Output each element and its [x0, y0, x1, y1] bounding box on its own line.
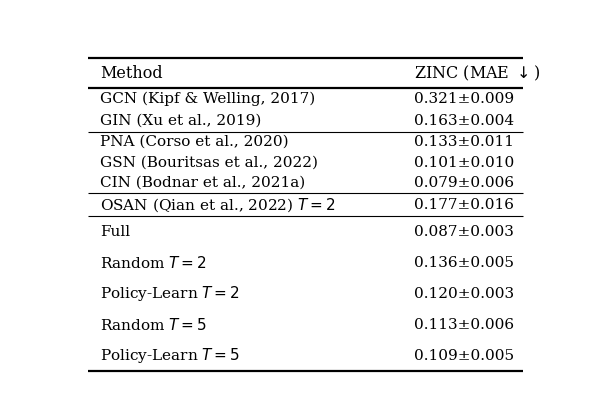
- Text: 0.087±0.003: 0.087±0.003: [414, 225, 514, 239]
- Text: GCN (Kipf & Welling, 2017): GCN (Kipf & Welling, 2017): [100, 92, 315, 106]
- Text: OSAN (Qian et al., 2022) $T = 2$: OSAN (Qian et al., 2022) $T = 2$: [100, 196, 336, 213]
- Text: Policy-Learn $T = 5$: Policy-Learn $T = 5$: [100, 346, 240, 365]
- Text: 0.101±0.010: 0.101±0.010: [414, 156, 514, 170]
- Text: CIN (Bodnar et al., 2021a): CIN (Bodnar et al., 2021a): [100, 176, 305, 190]
- Text: 0.109±0.005: 0.109±0.005: [414, 349, 514, 363]
- Text: Full: Full: [100, 225, 130, 239]
- Text: 0.177±0.016: 0.177±0.016: [414, 198, 514, 212]
- Text: Policy-Learn $T = 2$: Policy-Learn $T = 2$: [100, 284, 240, 303]
- Text: 0.113±0.006: 0.113±0.006: [414, 318, 514, 332]
- Text: GIN (Xu et al., 2019): GIN (Xu et al., 2019): [100, 114, 261, 128]
- Text: 0.120±0.003: 0.120±0.003: [414, 286, 514, 301]
- Text: Random $T = 2$: Random $T = 2$: [100, 255, 207, 270]
- Text: 0.321±0.009: 0.321±0.009: [414, 92, 514, 106]
- Text: 0.133±0.011: 0.133±0.011: [414, 135, 514, 149]
- Text: GSN (Bouritsas et al., 2022): GSN (Bouritsas et al., 2022): [100, 156, 318, 170]
- Text: Method: Method: [100, 65, 163, 81]
- Text: ZINC (MAE $\downarrow$): ZINC (MAE $\downarrow$): [414, 63, 541, 83]
- Text: Random $T = 5$: Random $T = 5$: [100, 317, 207, 333]
- Text: 0.079±0.006: 0.079±0.006: [414, 176, 514, 190]
- Text: PNA (Corso et al., 2020): PNA (Corso et al., 2020): [100, 135, 288, 149]
- Text: 0.136±0.005: 0.136±0.005: [414, 255, 514, 270]
- Text: 0.163±0.004: 0.163±0.004: [414, 114, 514, 128]
